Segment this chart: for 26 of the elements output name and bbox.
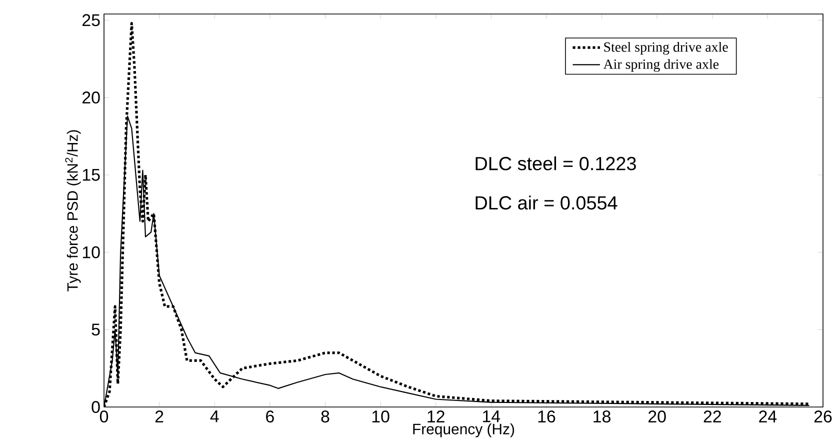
x-tick-label: 22: [704, 410, 721, 423]
x-tick-label: 14: [483, 410, 500, 422]
x-tick-label: 2: [155, 410, 164, 423]
x-tick-label: 6: [266, 410, 274, 423]
x-tick-label: 4: [210, 410, 219, 422]
y-tick-label: 5: [92, 324, 100, 336]
x-tick-label: 24: [759, 410, 777, 423]
legend-label: Steel spring drive axle: [604, 42, 728, 55]
x-tick-label: 0: [100, 410, 108, 423]
x-axis-title: Frequency (Hz): [413, 424, 514, 438]
legend-label: Air spring drive axle: [603, 59, 719, 72]
x-tick-label: 20: [648, 410, 666, 423]
annotation: DLC air = 0.0554: [476, 196, 618, 210]
x-tick-label: 10: [372, 410, 390, 423]
x-tick-label: 8: [321, 410, 330, 423]
y-tick-label: 0: [92, 401, 100, 414]
x-tick-label: 16: [538, 410, 556, 423]
x-tick-label: 26: [814, 410, 832, 423]
y-tick-label: 20: [82, 92, 100, 104]
annotation: DLC steel = 0.1223: [476, 156, 636, 170]
x-tick-label: 18: [594, 410, 610, 423]
x-tick-label: 12: [428, 410, 444, 423]
y-axis-title: Tyre force PSD (kN$^{2}$/Hz): [65, 130, 81, 292]
y-tick-label: 10: [82, 246, 100, 258]
y-tick-label: 15: [82, 169, 100, 182]
y-tick-label: 25: [82, 14, 100, 26]
